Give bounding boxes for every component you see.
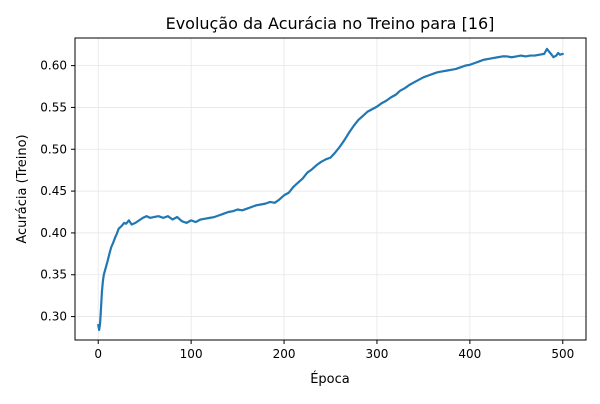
y-tick-label: 0.30 <box>40 310 67 324</box>
y-tick-label: 0.40 <box>40 226 67 240</box>
x-tick-label: 100 <box>180 347 203 361</box>
chart-title: Evolução da Acurácia no Treino para [16] <box>166 14 495 33</box>
y-axis-label: Acurácia (Treino) <box>15 134 30 243</box>
y-tick-label: 0.60 <box>40 59 67 73</box>
x-tick-label: 300 <box>366 347 389 361</box>
x-tick-label: 500 <box>551 347 574 361</box>
accuracy-series-line <box>97 47 564 332</box>
x-axis-label: Época <box>310 371 350 387</box>
x-tick-label: 0 <box>94 347 102 361</box>
y-tick-label: 0.55 <box>40 100 67 114</box>
plot-area-frame <box>74 37 587 341</box>
y-tick-label: 0.45 <box>40 184 67 198</box>
x-tick-label: 200 <box>273 347 296 361</box>
plot-series <box>97 47 564 332</box>
y-tick-label: 0.35 <box>40 268 67 282</box>
x-tick-label: 400 <box>458 347 481 361</box>
x-axis-ticks: 0 100 200 300 400 500 <box>94 340 574 361</box>
y-tick-label: 0.50 <box>40 142 67 156</box>
y-axis-ticks: 0.30 0.35 0.40 0.45 0.50 0.55 0.60 <box>40 59 75 324</box>
grid-lines <box>75 38 586 340</box>
